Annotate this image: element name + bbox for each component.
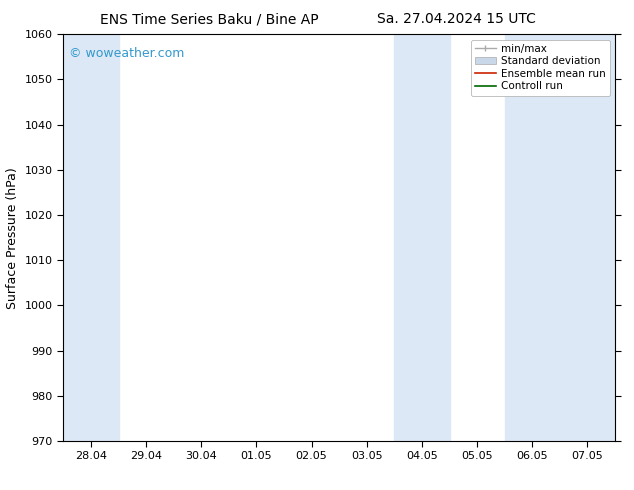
Bar (505, 34, 615, 441)
Bar (63, 34, 119, 441)
Text: ENS Time Series Baku / Bine AP: ENS Time Series Baku / Bine AP (100, 12, 318, 26)
Legend: min/max, Standard deviation, Ensemble mean run, Controll run: min/max, Standard deviation, Ensemble me… (470, 40, 610, 96)
Text: Sa. 27.04.2024 15 UTC: Sa. 27.04.2024 15 UTC (377, 12, 536, 26)
Text: © woweather.com: © woweather.com (69, 47, 184, 59)
Bar (394, 34, 450, 441)
Y-axis label: Surface Pressure (hPa): Surface Pressure (hPa) (6, 167, 19, 309)
